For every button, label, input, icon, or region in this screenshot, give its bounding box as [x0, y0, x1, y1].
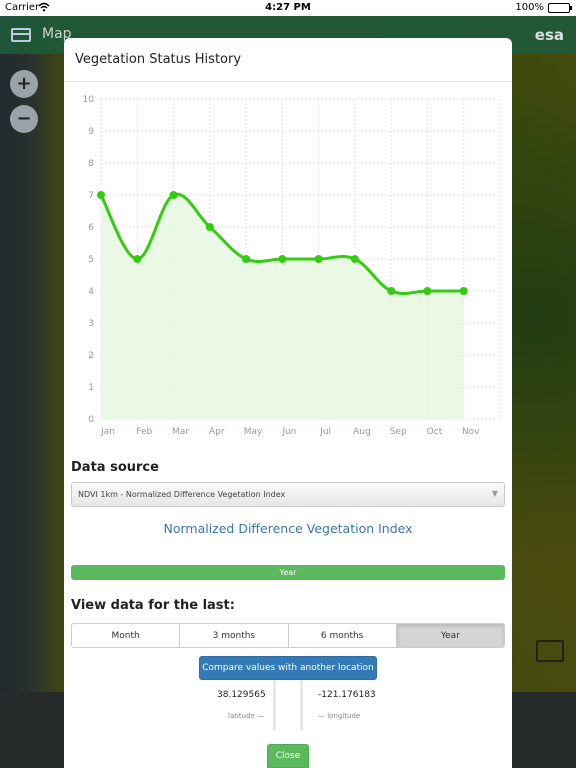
data-point — [133, 255, 142, 263]
clock: 4:27 PM — [265, 2, 311, 13]
data-point — [205, 223, 214, 231]
x-tick-label: Jun — [281, 427, 296, 437]
x-tick-label: Sep — [390, 427, 407, 437]
wifi-icon — [38, 2, 50, 12]
compare-location-button[interactable]: Compare values with another location — [199, 656, 377, 680]
y-tick-label: 10 — [83, 95, 95, 105]
y-tick-label: 1 — [88, 383, 94, 393]
chevron-down-icon: ▼ — [491, 489, 498, 498]
coord-divider-right — [300, 680, 303, 730]
x-tick-label: Aug — [353, 427, 371, 437]
y-tick-label: 0 — [88, 415, 94, 425]
x-tick-label: Apr — [209, 427, 225, 437]
data-point — [169, 191, 178, 199]
data-point — [387, 287, 396, 295]
data-point — [97, 191, 105, 199]
y-tick-label: 6 — [88, 223, 94, 233]
period-year-button[interactable]: Year — [396, 624, 504, 647]
data-point — [459, 287, 468, 295]
zoom-out-button[interactable]: − — [10, 105, 38, 133]
data-point — [314, 255, 323, 263]
vegetation-history-modal: Vegetation Status History 0 1 2 3 4 5 6 7 8 9 10 J… — [64, 38, 512, 768]
modal-title: Vegetation Status History — [64, 38, 512, 82]
y-tick-label: 2 — [88, 351, 94, 361]
data-point — [423, 287, 432, 295]
layers-icon[interactable] — [536, 640, 564, 662]
period-selector: Month 3 months 6 months Year — [71, 623, 505, 648]
data-source-heading: Data source — [71, 460, 159, 475]
zoom-in-button[interactable]: + — [10, 70, 38, 98]
data-point — [350, 255, 359, 263]
battery-icon — [548, 3, 572, 13]
x-tick-label: Oct — [427, 427, 443, 437]
index-title: Normalized Difference Vegetation Index — [163, 521, 413, 536]
data-point — [242, 255, 251, 263]
view-period-heading: View data for the last: — [71, 598, 235, 613]
x-tick-label: Jan — [100, 427, 115, 437]
period-6-months-button[interactable]: 6 months — [288, 624, 397, 647]
close-button[interactable]: Close — [267, 744, 309, 768]
period-month-button[interactable]: Month — [72, 624, 181, 647]
x-tick-label: May — [244, 427, 263, 437]
longitude-label: — longitude — [318, 712, 361, 720]
y-tick-label: 8 — [88, 159, 94, 169]
x-tick-label: Jul — [319, 427, 331, 437]
data-source-select[interactable]: NDVI 1km - Normalized Difference Vegetat… — [71, 482, 505, 507]
esa-logo: esa — [534, 26, 564, 44]
coord-divider-left — [273, 680, 276, 730]
latitude-label: latitude — — [228, 712, 265, 720]
loading-progress-bar: Year — [71, 565, 505, 580]
data-source-value: NDVI 1km - Normalized Difference Vegetat… — [78, 490, 286, 499]
x-tick-label: Nov — [462, 427, 480, 437]
latitude-value: 38.129565 — [217, 690, 266, 700]
x-tick-label: Feb — [136, 427, 152, 437]
y-tick-label: 9 — [88, 127, 94, 137]
chart-series-line — [99, 192, 464, 296]
x-tick-label: Mar — [172, 427, 189, 437]
chart-area-fill — [101, 194, 464, 419]
battery-percent: 100% — [515, 2, 544, 13]
carrier-label: Carrier — [5, 2, 40, 13]
status-bar: Carrier 4:27 PM 100% — [0, 0, 576, 16]
period-3-months-button[interactable]: 3 months — [180, 624, 289, 647]
data-point — [278, 255, 287, 263]
longitude-value: -121.176183 — [318, 690, 376, 700]
y-tick-label: 4 — [88, 287, 94, 297]
y-tick-label: 3 — [88, 319, 94, 329]
y-tick-label: 7 — [88, 191, 94, 201]
menu-icon[interactable] — [11, 28, 31, 42]
app-title: Map — [42, 26, 72, 42]
y-tick-label: 5 — [88, 255, 94, 265]
ndvi-history-chart: 0 1 2 3 4 5 6 7 8 9 10 Jan Feb Mar Apr May Jun Jul Aug Sep… — [83, 95, 501, 437]
